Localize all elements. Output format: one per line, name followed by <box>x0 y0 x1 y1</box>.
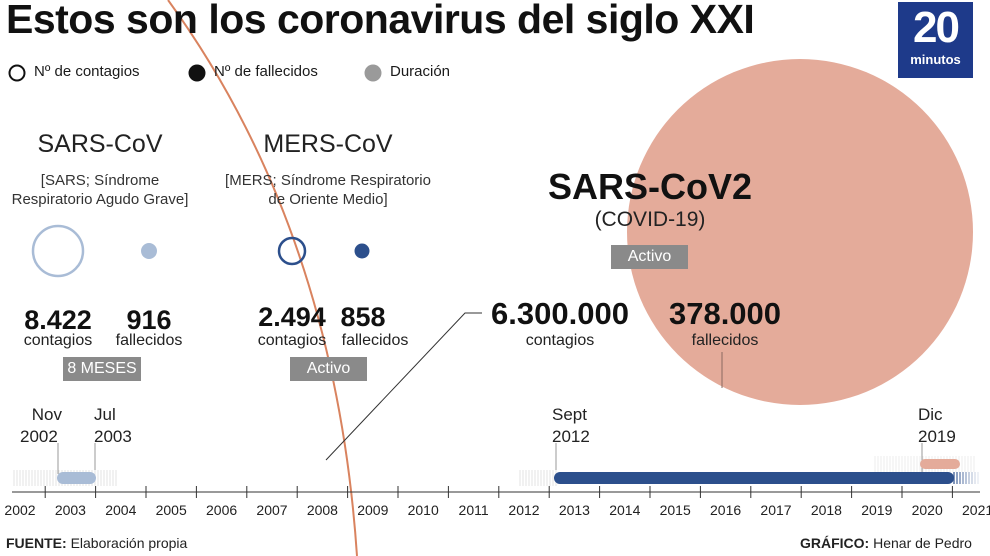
year-label: 2010 <box>407 502 439 518</box>
covid-status-badge: Activo <box>611 245 688 269</box>
year-label: 2011 <box>458 502 489 518</box>
year-label: 2004 <box>105 502 137 518</box>
year-label: 2015 <box>659 502 691 518</box>
mers-desc-line2: de Oriente Medio] <box>268 191 388 208</box>
mers-status-badge: Activo <box>290 357 367 381</box>
year-label: 2002 <box>4 502 36 518</box>
marker-sars-end-month: Jul <box>94 405 116 424</box>
sars-duration-bar <box>57 472 96 484</box>
mers-duration-fade <box>953 472 979 484</box>
year-label: 2021 <box>962 502 990 518</box>
covid-contagios-label: contagios <box>525 332 595 349</box>
year-label: 2012 <box>508 502 540 518</box>
legend-fallecidos: Nº de fallecidos <box>214 63 318 80</box>
mers-fallecidos-circle <box>354 243 370 259</box>
covid-sub: (COVID-19) <box>594 208 706 231</box>
sars-contagios-label: contagios <box>23 332 93 349</box>
year-label: 2008 <box>306 502 338 518</box>
mers-fallecidos-label: fallecidos <box>341 332 409 349</box>
timeline-axis-ticks <box>44 486 953 498</box>
legend-duracion-label: Duración <box>390 63 451 80</box>
footer-source: FUENTE: Elaboración propia <box>6 535 187 551</box>
legend-duracion: Duración <box>390 63 450 80</box>
mers-duration-bar <box>554 472 954 484</box>
covid-name: SARS-CoV2 <box>547 166 753 207</box>
sars-desc-line2: Respiratorio Agudo Grave] <box>11 191 189 208</box>
year-label: 2020 <box>911 502 943 518</box>
covid-contagios-leader <box>325 312 482 461</box>
covid-fallecidos-label: fallecidos <box>691 332 759 349</box>
legend-contagios-label: Nº de contagios <box>34 63 140 80</box>
marker-sars-start-month: Nov <box>31 405 62 424</box>
sars-desc-line1: [SARS; Síndrome <box>40 172 160 189</box>
sars-contagios-value: 8.422 <box>24 305 92 335</box>
legend-duracion-icon <box>364 64 382 82</box>
year-label: 2003 <box>54 502 86 518</box>
sars-duration-badge: 8 MESES <box>63 357 141 381</box>
year-label: 2018 <box>810 502 842 518</box>
legend-contagios: Nº de contagios <box>34 63 140 80</box>
sars-name: SARS-CoV <box>37 130 163 158</box>
logo-number: 20 <box>913 3 960 52</box>
marker-covid-start-month: Dic <box>918 405 943 424</box>
brand-logo: 20 minutos <box>898 2 973 78</box>
mers-name: MERS-CoV <box>263 130 393 158</box>
year-label: 2005 <box>155 502 187 518</box>
mers-fallecidos-value: 858 <box>340 302 386 332</box>
page-title: Estos son los coronavirus del siglo XXI <box>6 0 755 42</box>
logo-word: minutos <box>910 52 961 67</box>
year-label: 2009 <box>357 502 389 518</box>
year-label: 2019 <box>861 502 893 518</box>
marker-sars-start-year: 2002 <box>20 427 58 446</box>
footer-graphic-value: Henar de Pedro <box>873 535 972 551</box>
footer-source-value: Elaboración propia <box>70 535 188 551</box>
sars-fallecidos-value: 916 <box>126 305 172 335</box>
covid-fallecidos-value: 378.000 <box>668 296 782 331</box>
mers-contagios-value: 2.494 <box>258 302 326 332</box>
footer-source-label: FUENTE: <box>6 535 67 551</box>
timeline-hatch-mid <box>519 470 557 486</box>
legend-fallecidos-label: Nº de fallecidos <box>214 63 318 80</box>
covid-duration-bar <box>920 459 960 469</box>
sars-fallecidos-circle <box>141 243 157 259</box>
mers-contagios-circle <box>277 236 307 266</box>
year-label: 2013 <box>558 502 590 518</box>
mers-contagios-label: contagios <box>257 332 327 349</box>
legend-fallecidos-icon <box>188 64 206 82</box>
marker-covid-start-year: 2019 <box>918 427 956 446</box>
year-label: 2007 <box>256 502 288 518</box>
covid-deaths-circle <box>627 59 973 405</box>
year-label: 2017 <box>760 502 792 518</box>
footer-graphic-label: GRÁFICO: <box>800 535 870 551</box>
sars-contagios-circle <box>31 224 85 278</box>
marker-sars-end-year: 2003 <box>94 427 132 446</box>
sars-fallecidos-label: fallecidos <box>115 332 183 349</box>
marker-sars-start: Nov <box>28 404 62 426</box>
year-label: 2016 <box>710 502 742 518</box>
marker-mers-start-year: 2012 <box>552 427 590 446</box>
year-label: 2014 <box>609 502 641 518</box>
covid-contagios-arc <box>167 0 358 556</box>
legend-contagios-icon <box>8 64 26 82</box>
marker-mers-start-month: Sept <box>552 405 587 424</box>
covid-contagios-value: 6.300.000 <box>491 296 629 331</box>
mers-desc-line1: [MERS; Síndrome Respiratorio <box>225 172 431 189</box>
year-label: 2006 <box>206 502 238 518</box>
footer-graphic: GRÁFICO: Henar de Pedro <box>800 535 972 551</box>
